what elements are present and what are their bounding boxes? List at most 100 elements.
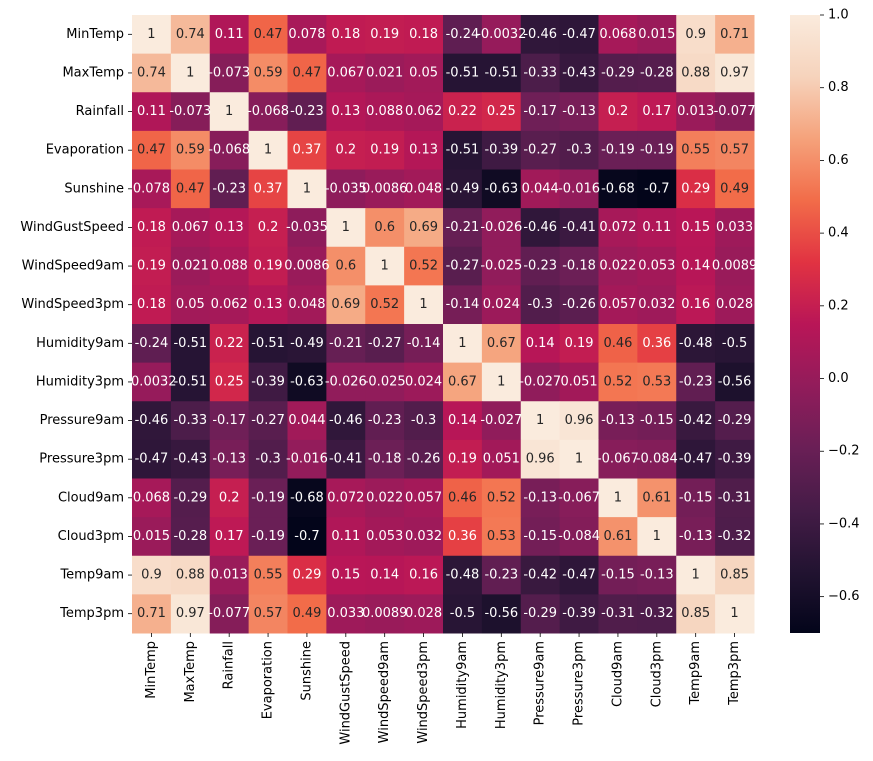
cell-value-label: 1: [186, 65, 194, 80]
cell-value-label: -0.077: [714, 104, 756, 119]
x-tick-label: Evaporation: [261, 641, 276, 719]
heatmap-cell: [520, 208, 561, 248]
heatmap-cell: [676, 169, 716, 209]
cell-value-label: 0.05: [176, 297, 205, 312]
cell-value-label: -0.7: [644, 181, 669, 196]
cell-value-label: -0.14: [446, 297, 480, 312]
y-tick-label: Rainfall: [76, 104, 124, 119]
cell-value-label: -0.19: [601, 143, 635, 158]
cell-value-label: -0.084: [636, 452, 678, 467]
heatmap-cell: [481, 285, 522, 325]
cell-value-label: -0.39: [718, 452, 752, 467]
cell-value-label: -0.49: [446, 181, 480, 196]
cell-value-label: 0.088: [211, 259, 248, 274]
cell-value-label: -0.39: [562, 606, 596, 621]
heatmap-cell: [443, 15, 483, 55]
cell-value-label: 1: [536, 413, 544, 428]
cell-value-label: 0.52: [603, 374, 632, 389]
y-tick-label: MinTemp: [66, 27, 124, 42]
heatmap-cell: [676, 324, 716, 364]
heatmap-cell: [676, 208, 716, 248]
heatmap-cell: [326, 362, 366, 402]
cell-value-label: -0.035: [286, 220, 328, 235]
cell-value-label: -0.29: [601, 65, 635, 80]
cell-value-label: 1: [342, 220, 350, 235]
cell-value-label: 0.61: [642, 490, 671, 505]
cell-value-label: 0.11: [331, 529, 360, 544]
heatmap-cell: [481, 478, 522, 518]
heatmap-cell: [443, 555, 483, 595]
heatmap-cell: [404, 439, 444, 479]
heatmap-cell: [248, 208, 288, 248]
heatmap-cell: [170, 285, 211, 325]
heatmap-cell: [248, 401, 288, 441]
heatmap-cell: [170, 401, 211, 441]
colorbar-tick-label: 0.0: [828, 371, 849, 386]
heatmap-cell: [715, 478, 755, 518]
cell-value-label: 0.52: [409, 259, 438, 274]
heatmap-cell: [443, 478, 483, 518]
heatmap-cell: [326, 169, 366, 209]
heatmap-cell: [365, 439, 405, 479]
heatmap-cell: [520, 92, 561, 132]
cell-value-label: 0.024: [405, 374, 442, 389]
heatmap-cell: [170, 517, 211, 557]
cell-value-label: 0.17: [642, 104, 671, 119]
heatmap-cell: [676, 594, 716, 634]
heatmap-cell: [248, 362, 288, 402]
heatmap-cell: [520, 324, 561, 364]
heatmap-cell: [559, 439, 599, 479]
cell-value-label: -0.68: [601, 181, 635, 196]
heatmap-cell: [676, 285, 716, 325]
heatmap-cell: [132, 15, 172, 55]
heatmap-cell: [481, 169, 522, 209]
heatmap-cell: [715, 555, 755, 595]
heatmap-cell: [404, 324, 444, 364]
cell-value-label: 0.55: [681, 143, 710, 158]
heatmap-cell: [287, 324, 327, 364]
heatmap-cell: [170, 53, 211, 93]
heatmap-cell: [637, 208, 677, 248]
cell-value-label: -0.5: [450, 606, 475, 621]
heatmap-cell: [209, 208, 250, 248]
x-tick-label: Pressure3pm: [572, 641, 587, 726]
heatmap-cell: [326, 208, 366, 248]
cell-value-label: 1: [497, 374, 505, 389]
heatmap-cell: [404, 92, 444, 132]
heatmap-cell: [365, 517, 405, 557]
heatmap-cell: [676, 92, 716, 132]
y-tick-label: WindSpeed9am: [22, 259, 124, 274]
heatmap-cell: [132, 92, 172, 132]
cell-value-label: -0.027: [480, 413, 522, 428]
heatmap-cell: [520, 594, 561, 634]
heatmap-cell: [559, 285, 599, 325]
heatmap-cell: [170, 130, 211, 170]
colorbar-tick-label: 0.8: [828, 80, 849, 95]
heatmap-cell: [481, 130, 522, 170]
heatmap-cell: [520, 169, 561, 209]
cell-value-label: -0.31: [601, 606, 635, 621]
heatmap-cell: [404, 401, 444, 441]
cell-value-label: 0.19: [448, 452, 477, 467]
heatmap-cell: [559, 15, 599, 55]
cell-value-label: 1: [575, 452, 583, 467]
cell-value-label: 0.015: [638, 27, 675, 42]
cell-value-label: 0.022: [366, 490, 403, 505]
heatmap-cell: [598, 15, 638, 55]
heatmap-cell: [481, 246, 522, 286]
heatmap-cell: [248, 439, 288, 479]
cell-value-label: -0.24: [446, 27, 480, 42]
cell-value-label: -0.47: [679, 452, 713, 467]
cell-value-label: -0.41: [562, 220, 596, 235]
cell-value-label: -0.17: [523, 104, 557, 119]
cell-value-label: -0.026: [480, 220, 522, 235]
heatmap-cell: [132, 555, 172, 595]
heatmap-cell: [209, 92, 250, 132]
cell-value-label: -0.39: [484, 143, 518, 158]
heatmap-cell: [248, 478, 288, 518]
cell-value-label: 0.59: [176, 143, 205, 158]
heatmap-cell: [559, 92, 599, 132]
cell-value-label: -0.7: [294, 529, 319, 544]
heatmap-cell: [326, 130, 366, 170]
heatmap-cell: [443, 53, 483, 93]
